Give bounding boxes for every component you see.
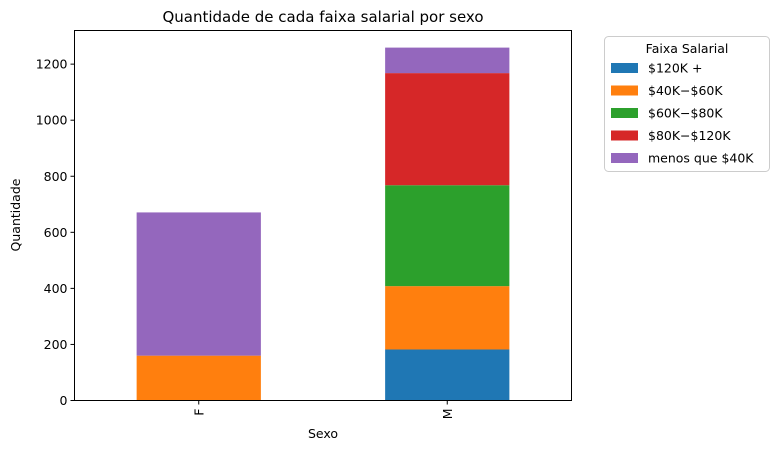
y-axis-label: Quantidade (8, 178, 23, 251)
legend-swatch-1 (611, 85, 638, 96)
bar-f-series-1 (136, 355, 261, 401)
legend-label-0: $120K + (648, 61, 702, 76)
y-tick-label: 0 (60, 393, 68, 408)
bar-m-series-0 (385, 349, 510, 401)
y-axis: 0 200 400 600 800 1000 1200 (36, 57, 75, 408)
legend-swatch-0 (611, 63, 638, 73)
bar-m-series-4 (385, 47, 510, 74)
y-tick-label: 800 (44, 169, 68, 184)
legend-label-4: menos que $40K (648, 151, 754, 166)
legend-swatch-4 (611, 153, 638, 163)
y-tick-label: 600 (44, 225, 68, 240)
chart-title: Quantidade de cada faixa salarial por se… (162, 8, 483, 26)
y-tick-label: 1200 (36, 57, 68, 72)
legend-frame (604, 36, 770, 172)
x-tick-label-f: F (191, 409, 206, 416)
legend-title: Faixa Salarial (646, 41, 729, 56)
y-tick-label: 400 (44, 281, 68, 296)
legend-swatch-3 (611, 130, 638, 141)
x-axis-label: Sexo (308, 426, 338, 441)
legend-label-3: $80K−$120K (648, 128, 731, 143)
y-tick-label: 1000 (36, 113, 68, 128)
legend-swatch-2 (611, 108, 638, 118)
bar-m-series-2 (385, 185, 510, 287)
bars-group (136, 47, 510, 401)
plot-frame (74, 30, 572, 401)
bar-m-series-1 (385, 286, 510, 350)
legend-label-1: $40K−$60K (648, 83, 723, 98)
x-tick-label-m: M (440, 409, 455, 420)
bar-f-series-4 (136, 212, 261, 356)
bar-m-series-3 (385, 73, 510, 186)
y-tick-label: 200 (44, 337, 68, 352)
legend-label-2: $60K−$80K (648, 106, 723, 121)
legend: Faixa Salarial $120K + $40K−$60K $60K−$80K… (604, 36, 770, 172)
